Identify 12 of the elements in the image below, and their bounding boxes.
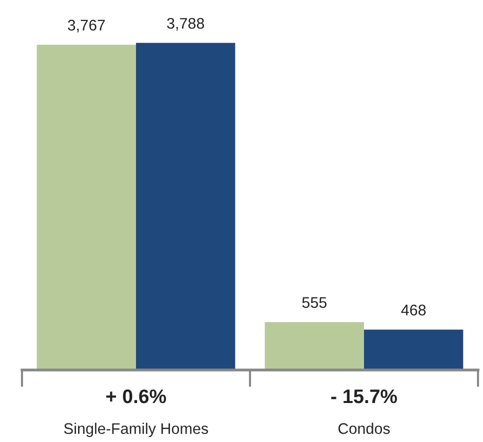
bar xyxy=(264,322,364,370)
bar xyxy=(364,330,464,370)
data-label: 3,788 xyxy=(167,18,204,31)
text: - 15.7% xyxy=(331,390,397,404)
data-label: 3,767 xyxy=(68,20,105,32)
bar xyxy=(36,44,136,370)
bar xyxy=(136,42,236,370)
x-tick-label: Condos xyxy=(338,422,390,434)
x-tick-label: Single-Family Homes xyxy=(64,422,208,438)
data-label: 468 xyxy=(401,304,426,316)
text: + 0.6% xyxy=(106,389,166,404)
data-label: 555 xyxy=(302,297,327,308)
